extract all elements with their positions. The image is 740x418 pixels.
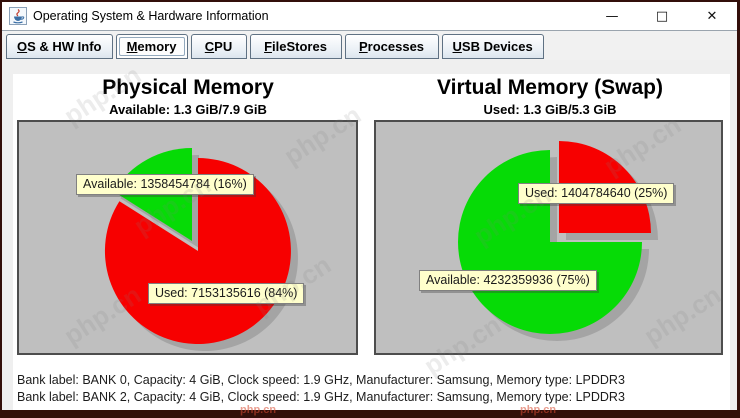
physical-memory-chart-subtitle: Available: 1.3 GiB/7.9 GiB xyxy=(109,102,267,117)
tab-memory[interactable]: Memory xyxy=(115,34,188,59)
memory-bank-2-info: Bank label: BANK 2, Capacity: 4 GiB, Clo… xyxy=(17,390,625,404)
memory-tab-content: Physical Memory Available: 1.3 GiB/7.9 G… xyxy=(2,60,737,410)
tab-label: Memory xyxy=(126,39,177,54)
charts-panel: Physical Memory Available: 1.3 GiB/7.9 G… xyxy=(13,74,730,410)
maximize-icon[interactable]: □ xyxy=(637,2,687,30)
java-coffee-cup-icon xyxy=(9,7,27,25)
tab-label: FileStores xyxy=(264,39,327,54)
tab-filestores[interactable]: FileStores xyxy=(249,34,342,59)
title-bar: Operating System & Hardware Information … xyxy=(2,2,737,30)
minimize-icon[interactable]: — xyxy=(587,2,637,30)
physical-used-label: Used: 7153135616 (84%) xyxy=(148,283,305,304)
tab-usb-devices[interactable]: USB Devices xyxy=(441,34,544,59)
virtual-memory-chart-title: Virtual Memory (Swap) xyxy=(437,76,663,99)
close-icon[interactable]: ✕ xyxy=(687,2,737,30)
tab-label: CPU xyxy=(204,39,233,54)
window-controls: — □ ✕ xyxy=(587,2,737,30)
tab-label: OS & HW Info xyxy=(17,39,102,54)
virtual-memory-chart-subtitle: Used: 1.3 GiB/5.3 GiB xyxy=(483,102,617,117)
physical-available-label: Available: 1358454784 (16%) xyxy=(76,174,254,195)
app-window: Operating System & Hardware Information … xyxy=(2,2,737,410)
tab-label: Processes xyxy=(358,39,425,54)
memory-bank-0-info: Bank label: BANK 0, Capacity: 4 GiB, Clo… xyxy=(17,373,625,387)
window-title: Operating System & Hardware Information xyxy=(33,9,269,23)
virtual-memory-pie-chart xyxy=(374,120,723,355)
virtual-available-label: Available: 4232359936 (75%) xyxy=(419,270,597,291)
virtual-used-label: Used: 1404784640 (25%) xyxy=(518,183,675,204)
tab-bar: OS & HW Info Memory CPU FileStores Proce… xyxy=(2,30,737,60)
tab-os-hw-info[interactable]: OS & HW Info xyxy=(6,34,113,59)
tab-label: USB Devices xyxy=(452,39,533,54)
tab-cpu[interactable]: CPU xyxy=(190,34,247,59)
physical-memory-pie-chart xyxy=(17,120,358,355)
physical-memory-chart-title: Physical Memory xyxy=(102,76,274,99)
tab-processes[interactable]: Processes xyxy=(344,34,439,59)
